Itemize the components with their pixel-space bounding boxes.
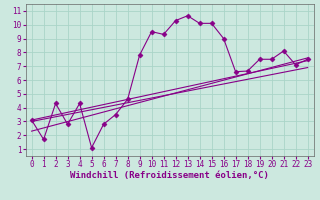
X-axis label: Windchill (Refroidissement éolien,°C): Windchill (Refroidissement éolien,°C) — [70, 171, 269, 180]
